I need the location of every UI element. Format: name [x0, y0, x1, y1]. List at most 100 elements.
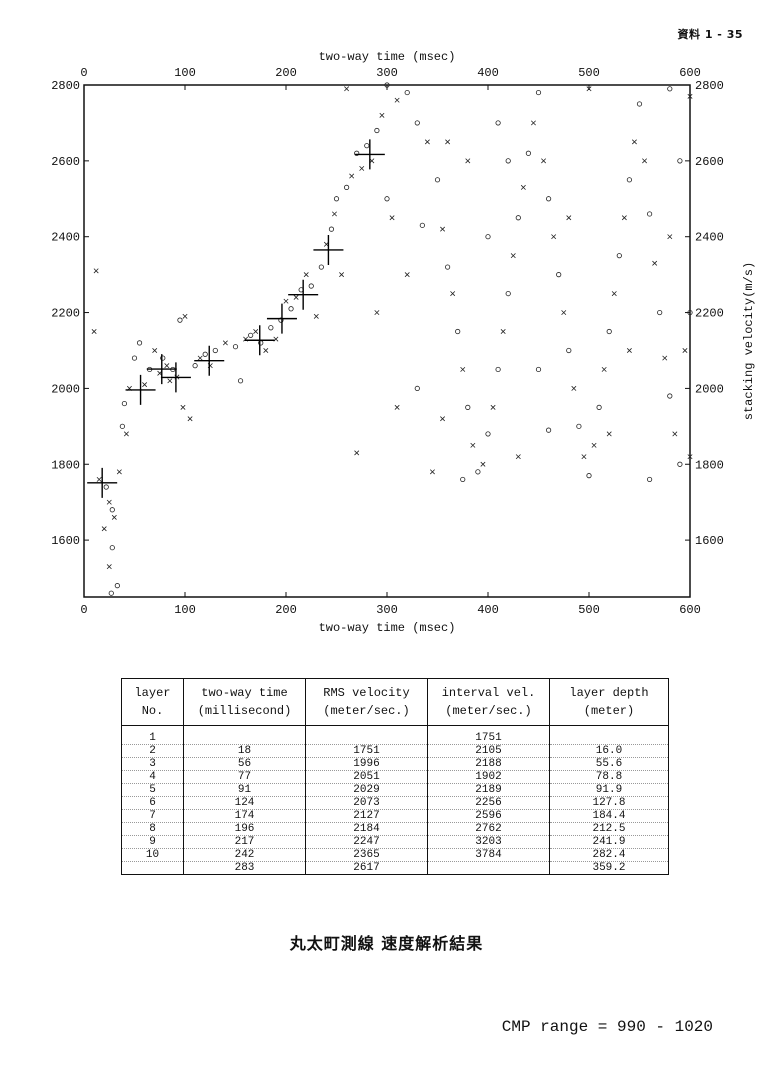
scatter-point-cross [394, 97, 400, 103]
cell-two-way-time: 196 [183, 822, 306, 836]
header-interval-velocity: interval vel. (meter/sec.) [427, 678, 550, 726]
cell-layer-depth: 78.8 [549, 770, 669, 784]
scatter-point-cross [331, 211, 337, 217]
scatter-point-circle [667, 86, 673, 92]
header-layer-depth: layer depth (meter) [549, 678, 669, 726]
scatter-point-circle [202, 351, 208, 357]
cell-interval-velocity: 2256 [427, 796, 550, 810]
cell-rms-velocity: 2247 [305, 835, 428, 849]
scatter-point-cross [566, 215, 572, 221]
cell-rms-velocity: 1751 [305, 744, 428, 758]
scatter-points [91, 82, 693, 596]
cell-rms-velocity: 2127 [305, 809, 428, 823]
x-tick-label-top: 600 [679, 66, 701, 80]
cell-layer: 9 [121, 835, 184, 849]
velocity-pick-marker [244, 325, 275, 356]
scatter-point-cross [187, 416, 193, 422]
scatter-point-cross [465, 158, 471, 164]
scatter-point-cross [490, 404, 496, 410]
cell-two-way-time: 77 [183, 770, 306, 784]
cell-layer-depth: 282.4 [549, 848, 669, 862]
cell-interval-velocity: 2188 [427, 757, 550, 771]
scatter-point-cross [631, 139, 637, 145]
velocity-results-table: layer No. two-way time (millisecond) RMS v… [121, 678, 669, 875]
scatter-point-cross [222, 340, 228, 346]
scatter-point-circle [505, 158, 511, 164]
velocity-analysis-chart: two-way time (msec) two-way time (msec) … [51, 50, 756, 635]
cell-rms-velocity: 2184 [305, 822, 428, 836]
table-row: 9 217 2247 3203 241.9 [121, 835, 669, 849]
scatter-point-cross [626, 347, 632, 353]
scatter-point-cross [429, 469, 435, 475]
scatter-point-circle [384, 82, 390, 88]
scatter-point-circle [556, 272, 562, 278]
velocity-pick-marker [194, 345, 225, 376]
cell-layer-depth [549, 725, 669, 745]
cell-interval-velocity: 1902 [427, 770, 550, 784]
scatter-point-circle [535, 89, 542, 96]
scatter-point-circle [626, 177, 633, 183]
table-body: 1 1751 2 18 1751 2105 16.0 3 56 1996 2188 55.6 4 77 20… [121, 725, 669, 875]
scatter-point-cross [440, 226, 446, 232]
scatter-point-cross [389, 215, 395, 221]
page-reference: 資料 1 - 35 [677, 28, 743, 41]
x-tick-label-top: 500 [578, 66, 600, 80]
scatter-point-circle [288, 306, 294, 312]
scatter-point-cross [253, 329, 259, 335]
velocity-picks [87, 139, 385, 498]
table-row: 10 242 2365 3784 282.4 [121, 848, 669, 862]
y-tick-label-right: 2400 [695, 231, 724, 245]
header-rms-velocity: RMS velocity (meter/sec.) [305, 678, 428, 726]
scatter-point-cross [394, 404, 400, 410]
scatter-point-cross [621, 215, 627, 221]
scatter-point-cross [111, 514, 117, 520]
x-tick-label-top: 0 [80, 66, 87, 80]
cell-interval-velocity: 3203 [427, 835, 550, 849]
cmp-range-label: CMP range = 990 - 1020 [501, 1018, 713, 1036]
cell-interval-velocity [427, 861, 550, 875]
scatter-point-cross [164, 363, 170, 369]
y-tick-label-right: 2800 [695, 79, 724, 93]
scatter-point-cross [344, 86, 350, 92]
cell-two-way-time: 242 [183, 848, 306, 862]
scatter-point-circle [114, 583, 120, 589]
scatter-point-cross [197, 355, 203, 361]
scatter-point-circle [545, 427, 552, 433]
table-row: 6 124 2073 2256 127.8 [121, 796, 669, 810]
table-header-row: layer No. two-way time (millisecond) RMS v… [121, 678, 669, 726]
scatter-point-circle [414, 385, 420, 392]
scatter-point-cross [303, 272, 309, 278]
cell-two-way-time: 56 [183, 757, 306, 771]
figure-caption: 丸太町測線 速度解析結果 [289, 934, 484, 953]
scatter-point-cross [91, 329, 97, 335]
scatter-point-circle [525, 150, 532, 156]
scatter-point-circle [485, 234, 491, 240]
velocity-pick-marker [87, 467, 118, 498]
x-tick-label-top: 100 [174, 66, 196, 80]
scatter-point-cross [152, 347, 158, 353]
scatter-point-cross [687, 454, 693, 460]
cell-layer-depth: 16.0 [549, 744, 669, 758]
scatter-point-circle [495, 366, 501, 373]
table-row: 3 56 1996 2188 55.6 [121, 757, 669, 771]
cell-layer-depth: 212.5 [549, 822, 669, 836]
scatter-point-circle [535, 366, 542, 373]
scatter-point-cross [520, 184, 526, 190]
scatter-point-circle [109, 545, 115, 551]
scatter-point-circle [576, 423, 582, 429]
velocity-pick-marker [354, 139, 385, 170]
scatter-point-circle [455, 328, 461, 335]
cell-rms-velocity: 2051 [305, 770, 428, 784]
scatter-point-cross [480, 461, 486, 467]
x-tick-label-bottom: 100 [174, 603, 196, 617]
velocity-pick-marker [266, 303, 297, 334]
scatter-point-cross [167, 378, 173, 384]
cell-two-way-time: 124 [183, 796, 306, 810]
scatter-point-circle [136, 340, 143, 346]
scatter-point-circle [460, 476, 466, 483]
scatter-point-cross [460, 366, 466, 372]
cell-layer: 8 [121, 822, 184, 836]
scatter-point-circle [616, 253, 622, 259]
scatter-point-circle [566, 347, 572, 354]
scatter-point-cross [283, 298, 289, 304]
